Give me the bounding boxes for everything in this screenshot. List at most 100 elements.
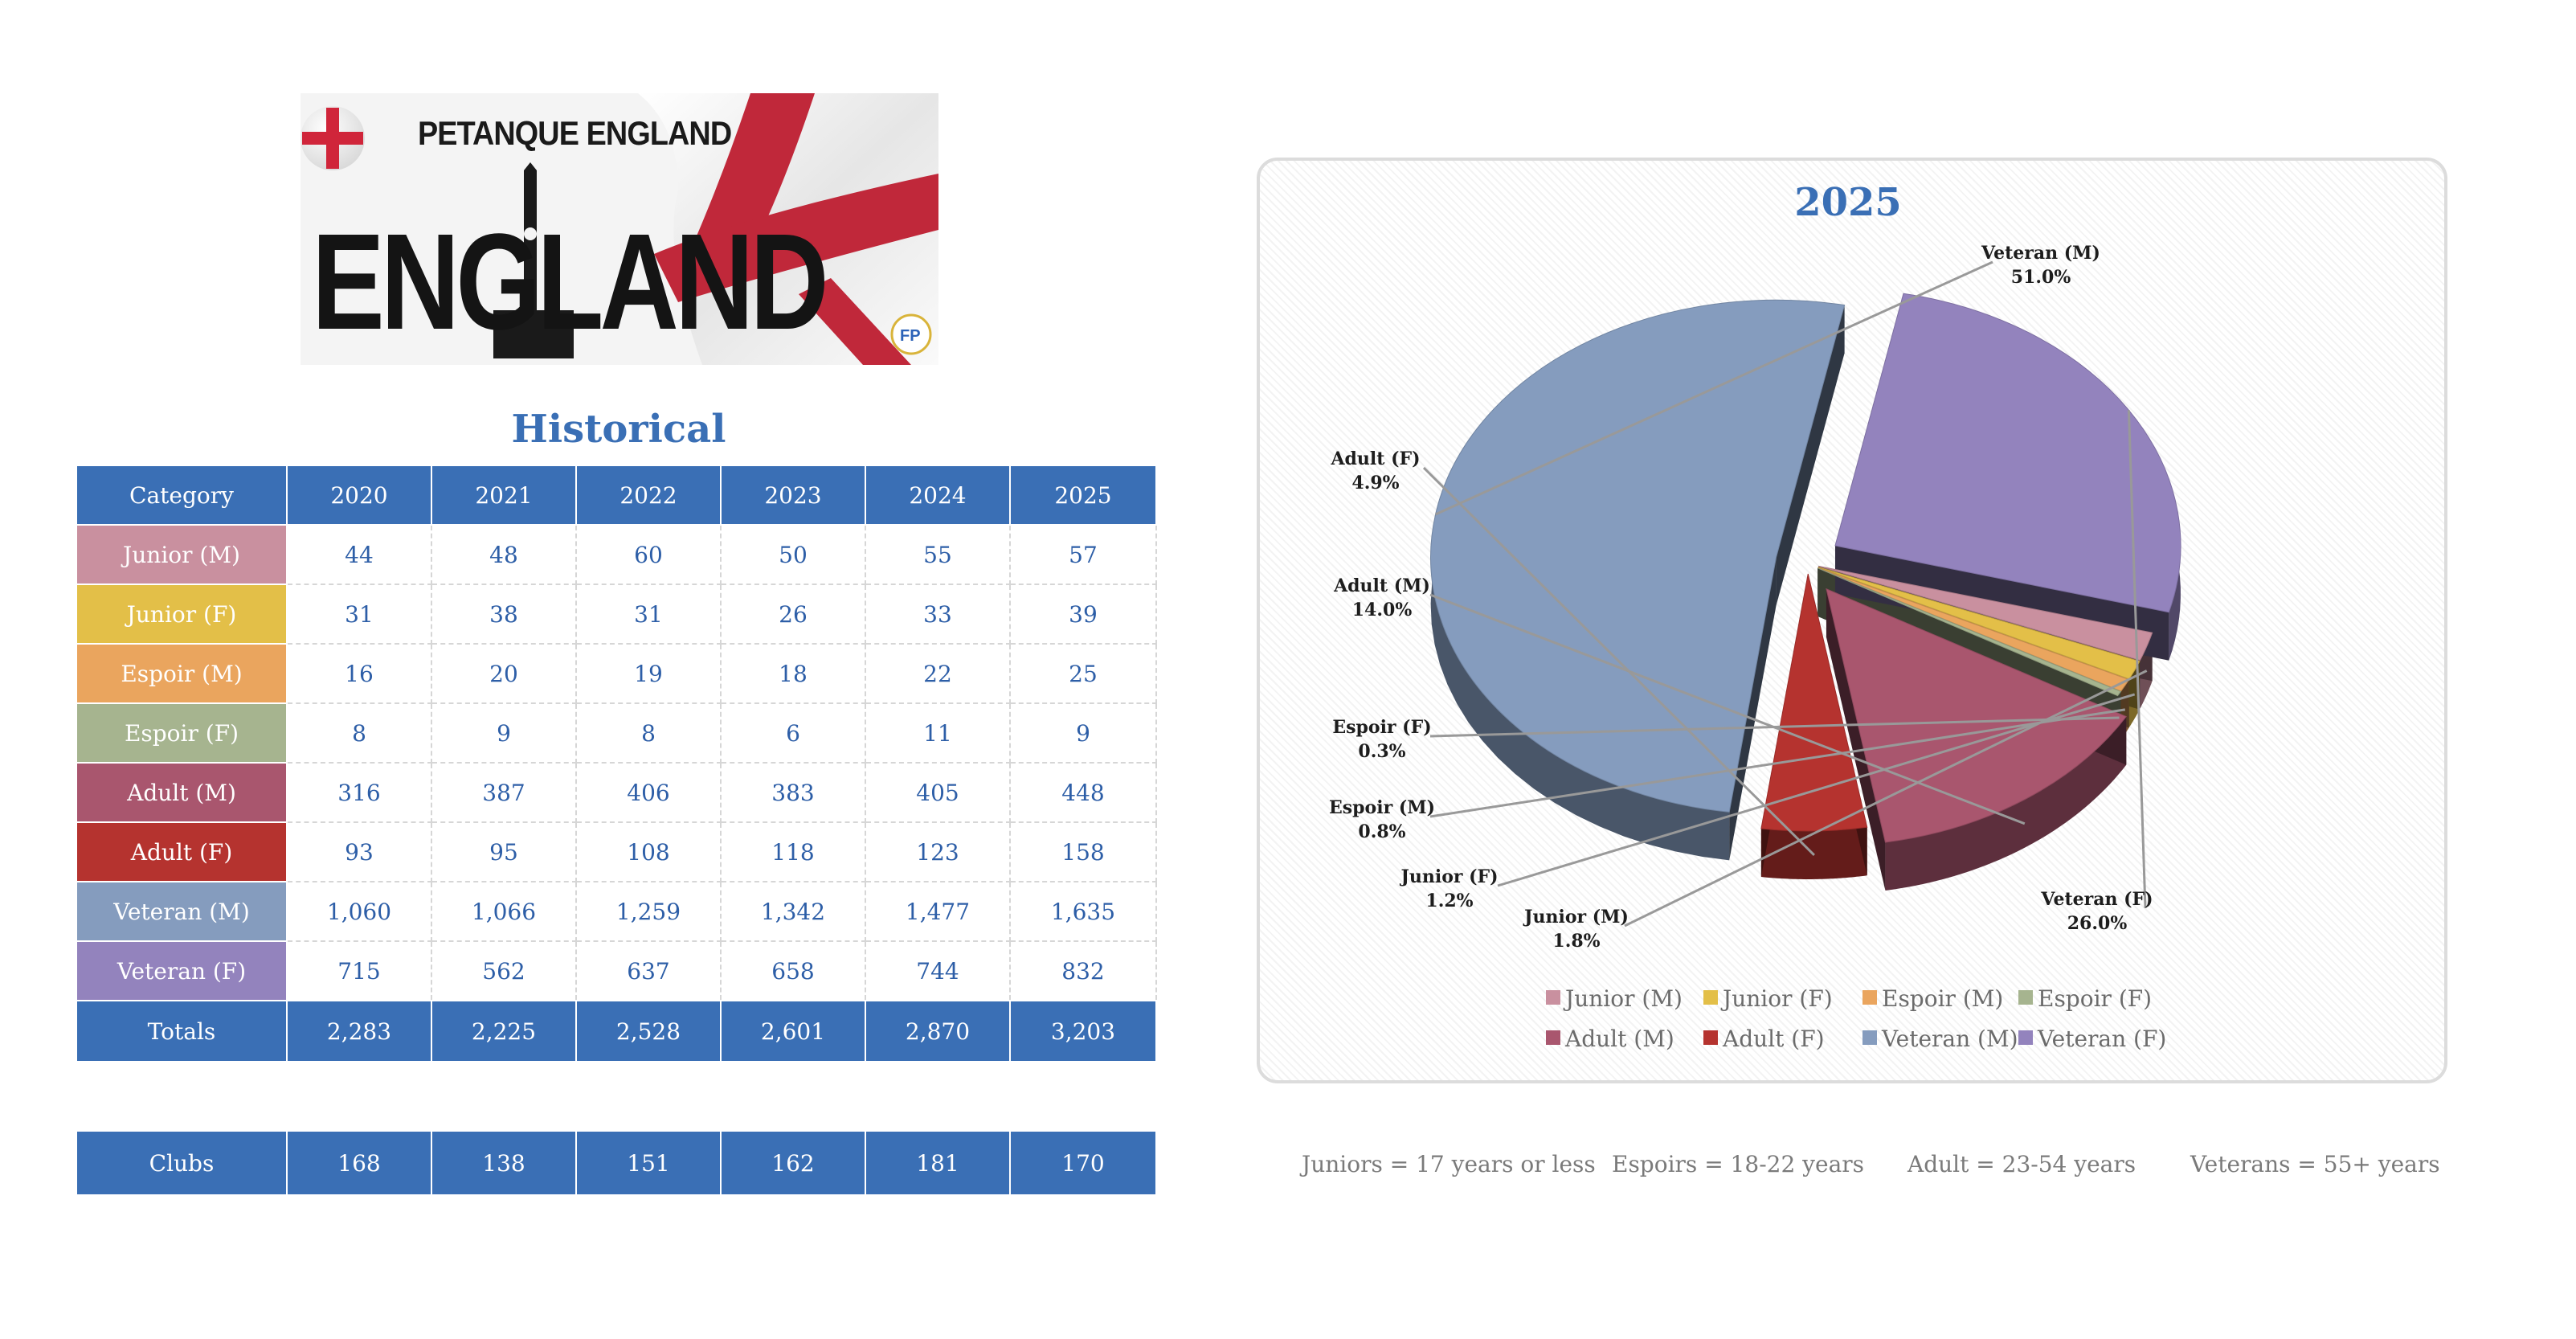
table-cell: 33 <box>865 584 1011 645</box>
row-label: Adult (M) <box>76 762 288 823</box>
legend-swatch <box>1862 990 1877 1005</box>
slice-category-label: Adult (F) <box>1330 448 1420 469</box>
table-cell: 1,060 <box>286 881 432 942</box>
totals-cell: 2,601 <box>720 1000 866 1063</box>
totals-cell: 2,283 <box>286 1000 432 1063</box>
clubs-cell: 168 <box>286 1130 432 1196</box>
clubs-label: Clubs <box>76 1130 288 1196</box>
header-cell: 2021 <box>431 465 577 526</box>
table-cell: 48 <box>431 524 577 585</box>
logo-word: ENGLAND <box>312 206 829 358</box>
pie-slice-wall <box>1776 305 1845 606</box>
header-cell: 2025 <box>1009 465 1157 526</box>
slice-value-label: 0.3% <box>1358 741 1405 762</box>
legend-label: Espoir (M) <box>1882 985 2003 1012</box>
legend-swatch <box>2018 1030 2033 1045</box>
row-label: Junior (F) <box>76 584 288 645</box>
legend-label: Adult (F) <box>1722 1026 1825 1052</box>
table-cell: 31 <box>575 584 722 645</box>
leader-line <box>1422 466 1815 856</box>
pie-slice-wall <box>1826 588 1886 891</box>
table-cell: 6 <box>720 702 866 764</box>
header-row: Category 2020 2021 2022 2023 2024 2025 <box>76 465 1157 526</box>
note-adult: Adult = 23-54 years <box>1907 1151 2136 1177</box>
pie-slice-wall <box>1729 557 1777 861</box>
table-cell: 108 <box>575 821 722 882</box>
header-cell: 2024 <box>865 465 1011 526</box>
row-label: Veteran (M) <box>76 881 288 942</box>
legend-swatch <box>1862 1030 1877 1045</box>
table-cell: 637 <box>575 940 722 1001</box>
legend-swatch <box>1703 1030 1718 1045</box>
table-cell: 50 <box>720 524 866 585</box>
england-flag-graphic: FP <box>301 93 938 365</box>
pie-slice-adult-f <box>1760 573 1868 832</box>
fip-badge-icon <box>890 313 932 355</box>
table-cell: 1,477 <box>865 881 1011 942</box>
table-cell: 38 <box>431 584 577 645</box>
table-cell: 832 <box>1009 940 1157 1001</box>
slice-category-label: Veteran (M) <box>1981 243 2100 264</box>
table-cell: 715 <box>286 940 432 1001</box>
leader-line <box>1434 260 1993 516</box>
table-cell: 387 <box>431 762 577 823</box>
slice-value-label: 1.8% <box>1552 931 1600 952</box>
leader-line <box>1429 708 2126 818</box>
pie-slice-espoir-f <box>1818 567 2122 697</box>
header-cell: 2022 <box>575 465 722 526</box>
header-cell: 2020 <box>286 465 432 526</box>
slice-category-label: Adult (M) <box>1333 575 1430 596</box>
table-cell: 744 <box>865 940 1011 1001</box>
table-title: Historical <box>511 407 726 452</box>
slice-value-label: 4.9% <box>1351 473 1399 493</box>
clubs-table: Clubs 168 138 151 162 181 170 <box>76 1130 1157 1196</box>
table-cell: 448 <box>1009 762 1157 823</box>
table-cell: 95 <box>431 821 577 882</box>
table-cell: 39 <box>1009 584 1157 645</box>
totals-label: Totals <box>76 1000 288 1063</box>
leader-line <box>1429 593 2026 825</box>
legend-label: Veteran (F) <box>2037 1026 2166 1052</box>
clubs-cell: 138 <box>431 1130 577 1196</box>
table-cell: 11 <box>865 702 1011 764</box>
table-cell: 383 <box>720 762 866 823</box>
table-cell: 93 <box>286 821 432 882</box>
pie-slice-junior-m <box>1818 565 2153 661</box>
table-cell: 658 <box>720 940 866 1001</box>
table-cell: 1,066 <box>431 881 577 942</box>
table-cell: 1,635 <box>1009 881 1157 942</box>
slice-category-label: Espoir (M) <box>1329 797 1435 818</box>
table-cell: 9 <box>1009 702 1157 764</box>
table-cell: 123 <box>865 821 1011 882</box>
table-cell: 118 <box>720 821 866 882</box>
table-cell: 55 <box>865 524 1011 585</box>
big-ben-icon <box>524 162 537 358</box>
table-cell: 19 <box>575 643 722 704</box>
row-label: Espoir (M) <box>76 643 288 704</box>
slice-value-label: 0.8% <box>1358 821 1405 842</box>
row-label: Veteran (F) <box>76 940 288 1001</box>
slice-category-label: Veteran (F) <box>2040 889 2153 910</box>
totals-row: Totals 2,283 2,225 2,528 2,601 2,870 3,203 <box>76 1000 1157 1063</box>
table-row: Junior (M) 44 48 60 50 55 57 <box>76 524 1157 585</box>
legend-label: Veteran (M) <box>1881 1026 2018 1052</box>
leader-line <box>1624 670 2148 927</box>
pie-slice-adult-m <box>1826 588 2128 843</box>
legend-swatch <box>1546 1030 1560 1045</box>
table-row: Junior (F) 31 38 31 26 33 39 <box>76 584 1157 645</box>
table-cell: 405 <box>865 762 1011 823</box>
note-espoirs: Espoirs = 18-22 years <box>1612 1151 1865 1177</box>
table-row: Espoir (M) 16 20 19 18 22 25 <box>76 643 1157 704</box>
legend-label: Junior (M) <box>1563 985 1683 1012</box>
chart-title: 2025 <box>1794 180 1902 225</box>
table-row: Adult (M) 316 387 406 383 405 448 <box>76 762 1157 823</box>
totals-cell: 2,528 <box>575 1000 722 1063</box>
header-cell: Category <box>76 465 288 526</box>
legend-label: Junior (F) <box>1720 985 1833 1012</box>
pie-slice-side <box>1885 716 2127 891</box>
table-cell: 57 <box>1009 524 1157 585</box>
slice-value-label: 14.0% <box>1352 600 1413 620</box>
slice-category-label: Junior (M) <box>1523 907 1629 927</box>
clubs-cell: 162 <box>720 1130 866 1196</box>
